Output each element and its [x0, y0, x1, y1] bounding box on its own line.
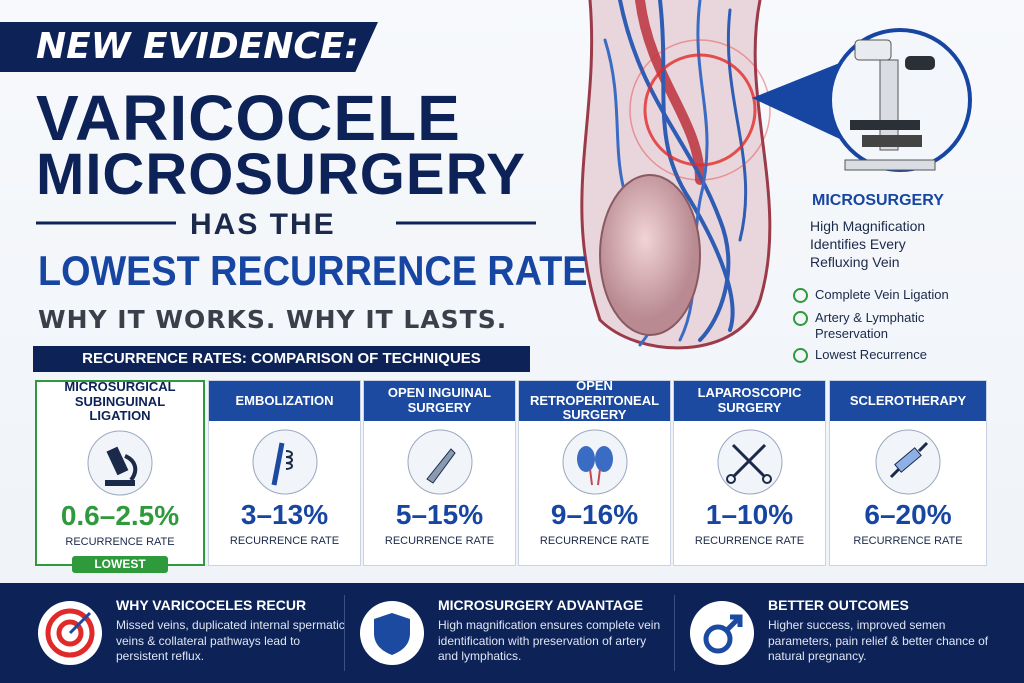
technique-name: OPEN INGUINAL SURGERY	[364, 381, 515, 421]
recurrence-rate: 1–10%	[705, 499, 794, 530]
footer: WHY VARICOCELES RECUR Missed veins, dupli…	[0, 583, 1024, 683]
rate-caption: RECURRENCE RATE	[694, 535, 805, 547]
check-item: Complete Vein Ligation	[793, 287, 965, 303]
lowest-badge: LOWEST	[72, 556, 168, 573]
footer-icon	[360, 601, 424, 665]
rate-caption: RECURRENCE RATE	[229, 535, 340, 547]
recurrence-rate: 5–15%	[395, 499, 484, 530]
check-item: Artery & Lymphatic Preservation	[793, 310, 955, 341]
footer-title: MICROSURGERY ADVANTAGE	[438, 597, 644, 613]
technique-name: EMBOLIZATION	[209, 381, 360, 421]
section-title: RECURRENCE RATES: COMPARISON OF TECHNIQU…	[33, 346, 530, 372]
callout-title: MICROSURGERY	[812, 192, 944, 209]
technique-card: OPEN RETROPERITONEAL SURGERY 9–16% RECURRE…	[518, 378, 671, 566]
recurrence-rate: 0.6–2.5%	[60, 500, 180, 531]
icon	[374, 613, 410, 655]
callout-text: Identifies Every	[810, 236, 906, 252]
rate-caption: RECURRENCE RATE	[65, 536, 175, 548]
highlight: LOWEST RECURRENCE RATE	[38, 247, 588, 294]
technique-icon	[407, 429, 472, 495]
separator	[344, 595, 345, 671]
technique-card: SCLEROTHERAPY 6–20% RECURRENCE RATE	[829, 380, 987, 566]
technique-icon	[717, 429, 782, 495]
pointer	[752, 62, 842, 140]
technique-name: SCLEROTHERAPY	[830, 381, 986, 421]
icon	[45, 608, 95, 658]
badge: NEW EVIDENCE:	[0, 22, 378, 72]
footer-text: High magnification ensures complete vein…	[438, 618, 661, 664]
microscope-lens	[828, 28, 972, 172]
connector: HAS THE	[190, 208, 336, 241]
recurrence-rate: 3–13%	[240, 499, 329, 530]
technique-card: EMBOLIZATION 3–13% RECURRENCE RATE	[208, 380, 361, 566]
technique-name: LAPAROSCOPIC SURGERY	[674, 381, 825, 421]
footer-text: Higher success, improved semen parameter…	[768, 618, 989, 664]
footer-text: Missed veins, duplicated internal sperma…	[116, 618, 345, 664]
callout-text: High Magnification	[810, 218, 926, 234]
footer-title: WHY VARICOCELES RECUR	[116, 597, 307, 613]
technique-card: OPEN INGUINAL SURGERY 5–15% RECURRENCE RAT…	[363, 380, 516, 566]
technique-card: LAPAROSCOPIC SURGERY 1–10% RECURRENCE RATE	[673, 380, 826, 566]
technique-name: OPEN RETROPERITONEAL SURGERY	[519, 378, 670, 422]
rate-caption: RECURRENCE RATE	[853, 535, 963, 547]
tagline: WHY IT WORKS. WHY IT LASTS.	[38, 305, 508, 334]
microscope	[844, 39, 936, 171]
callout-text: Refluxing Vein	[810, 254, 900, 270]
footer-icon	[38, 601, 102, 665]
check-item: Lowest Recurrence	[793, 347, 965, 363]
footer-icon	[690, 601, 754, 665]
rule	[36, 221, 536, 225]
footer-title: BETTER OUTCOMES	[768, 597, 909, 613]
technique-name: MICROSURGICAL SUBINGUINAL LIGATION	[37, 379, 203, 423]
rate-caption: RECURRENCE RATE	[539, 535, 650, 547]
recurrence-rate: 9–16%	[550, 499, 639, 530]
technique-icon	[875, 429, 941, 495]
technique-icon	[87, 430, 153, 496]
rate-caption: RECURRENCE RATE	[384, 535, 495, 547]
technique-card: MICROSURGICAL SUBINGUINAL LIGATION 0.6–2.…	[35, 379, 205, 566]
icon	[703, 614, 743, 654]
anatomy	[580, 0, 772, 350]
technique-icon	[562, 429, 627, 495]
separator	[674, 595, 675, 671]
title-line: MICROSURGERY	[36, 142, 526, 207]
title-line: VARICOCELE	[36, 82, 461, 154]
technique-icon	[252, 429, 317, 495]
recurrence-rate: 6–20%	[864, 499, 952, 530]
